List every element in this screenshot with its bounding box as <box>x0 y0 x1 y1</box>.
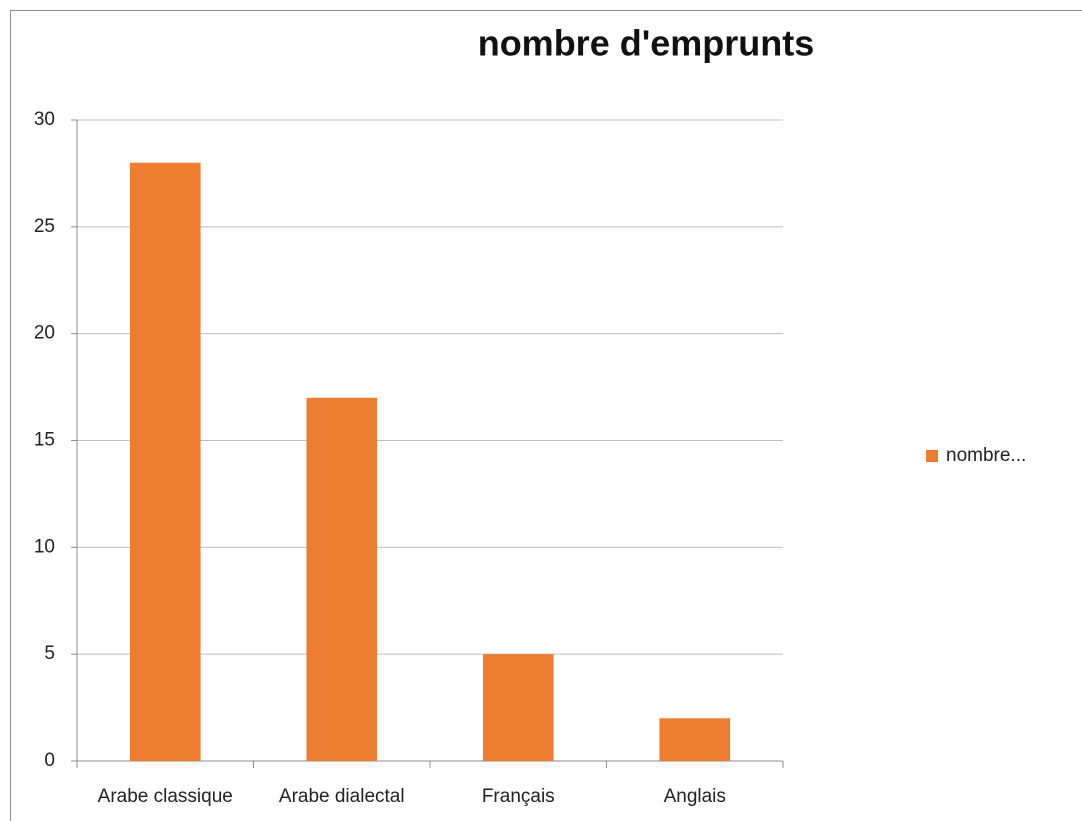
x-tick-label: Arabe dialectal <box>279 786 405 807</box>
y-tick-label: 20 <box>34 323 55 344</box>
bar <box>482 654 554 761</box>
legend-swatch <box>926 450 938 462</box>
legend-label: nombre... <box>946 445 1026 466</box>
bar <box>659 718 731 761</box>
y-tick-label: 10 <box>34 536 55 557</box>
y-tick-label: 5 <box>44 643 55 664</box>
y-tick-label: 15 <box>34 430 55 451</box>
x-tick-label: Français <box>482 786 555 807</box>
x-tick-label: Arabe classique <box>98 786 233 807</box>
bar <box>129 162 201 761</box>
y-tick-label: 30 <box>34 109 55 130</box>
y-tick-label: 0 <box>44 750 55 771</box>
chart-title: nombre d'emprunts <box>478 23 815 64</box>
bar <box>306 397 378 761</box>
y-tick-label: 25 <box>34 216 55 237</box>
x-tick-label: Anglais <box>664 786 726 807</box>
